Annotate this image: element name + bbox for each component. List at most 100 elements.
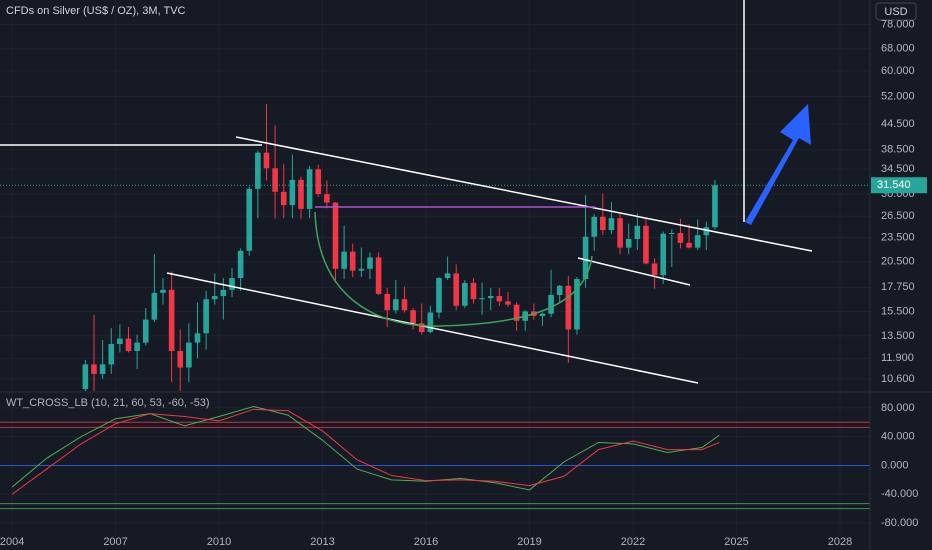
- candle-body: [643, 225, 649, 264]
- x-tick-label: 2010: [207, 536, 231, 548]
- candle-body: [686, 242, 692, 248]
- candle-body: [168, 289, 175, 352]
- y-tick-label: 11.900: [881, 352, 914, 364]
- candle-body: [341, 251, 347, 269]
- y-tick-label: 10.600: [881, 373, 915, 385]
- y-tick-label: 78.000: [881, 18, 915, 30]
- candle-body: [565, 285, 572, 330]
- y-tick-label: 0.000: [881, 459, 909, 471]
- x-tick-label: 2004: [0, 536, 24, 548]
- x-tick-label: 2022: [621, 536, 645, 548]
- cup-arc: [314, 211, 593, 327]
- marks: [0, 104, 870, 510]
- candle-body: [651, 263, 658, 276]
- candle-body: [151, 292, 158, 320]
- indicator-line: [11, 405, 720, 491]
- candle-body: [229, 278, 235, 290]
- candle-body: [91, 364, 97, 374]
- indicator-line: [11, 408, 720, 495]
- candle-body: [669, 233, 675, 235]
- candle-body: [427, 312, 434, 333]
- candle-body: [108, 343, 115, 365]
- candle-body: [591, 216, 598, 237]
- candle-body: [660, 233, 666, 276]
- candle-body: [384, 293, 391, 311]
- candle-body: [470, 282, 477, 300]
- currency[interactable]: USD: [884, 6, 907, 18]
- candle-body: [574, 279, 580, 330]
- candle-body: [134, 342, 140, 352]
- y-tick-label: 13.500: [881, 330, 915, 342]
- candle-body: [82, 364, 89, 390]
- candle-body: [99, 364, 106, 374]
- candle-body: [513, 304, 520, 321]
- price-pane: [0, 104, 870, 391]
- y-tick-label: 34.500: [881, 163, 915, 175]
- y-tick-label: 68.000: [881, 43, 915, 55]
- candle-body: [177, 351, 184, 368]
- candle-body: [444, 273, 451, 279]
- candle-body: [600, 216, 606, 231]
- candle-body: [203, 299, 209, 334]
- candle-body: [496, 296, 503, 302]
- candle-body: [220, 289, 227, 297]
- candle-body: [556, 285, 563, 295]
- candle-body: [298, 179, 304, 209]
- candle-body: [677, 233, 684, 243]
- candle-body: [255, 152, 261, 189]
- candle-body: [367, 257, 373, 269]
- candle-body: [712, 185, 718, 228]
- last-price-box: [871, 177, 927, 194]
- candle-body: [548, 294, 554, 314]
- candle-body: [315, 169, 322, 195]
- candle-body: [582, 236, 589, 280]
- candle-body: [375, 257, 382, 294]
- candle-body: [306, 169, 313, 209]
- y-tick-label: 52.000: [881, 90, 915, 102]
- candle-body: [160, 289, 166, 293]
- candle-body: [246, 188, 253, 251]
- candle-body: [539, 313, 546, 317]
- candle-body: [186, 342, 192, 368]
- y-tick-label: 40.000: [881, 431, 915, 443]
- x-tick-label: 2007: [103, 536, 127, 548]
- candle-body: [289, 179, 296, 206]
- drawings: [0, 0, 813, 384]
- candle-body: [608, 218, 615, 231]
- candle-body: [694, 235, 701, 248]
- candle-body: [625, 238, 632, 248]
- y-tick-label: 17.750: [881, 281, 915, 293]
- candle-body: [703, 227, 710, 236]
- trendline: [577, 257, 691, 286]
- x-tick-label: 2019: [517, 536, 541, 548]
- candle-body: [358, 268, 365, 271]
- currency-button[interactable]: [875, 2, 917, 21]
- y-tick-label: 80.000: [881, 402, 915, 414]
- candle-body: [272, 168, 278, 192]
- y-tick-label: 38.500: [881, 144, 915, 156]
- y-tick-label: 23.500: [881, 231, 915, 243]
- candle-body: [436, 278, 442, 313]
- candle-body: [211, 296, 218, 300]
- y-tick-label: 20.500: [881, 256, 915, 268]
- candle-body: [401, 299, 408, 311]
- arrow: [745, 104, 811, 225]
- trendline: [166, 272, 699, 384]
- candle-body: [125, 338, 132, 352]
- candle-body: [349, 251, 356, 271]
- y-tick-label: 26.500: [881, 210, 915, 222]
- candle-body: [462, 282, 468, 306]
- trendline: [235, 136, 813, 252]
- candle-body: [410, 310, 416, 324]
- candle-body: [142, 319, 149, 343]
- y-tick-label: 15.500: [881, 305, 915, 317]
- candle-body: [280, 191, 287, 206]
- candle-body: [263, 152, 270, 169]
- candle-body: [634, 225, 641, 239]
- axis-labels: 2004 2007 2010 2013 2016 2019 2022 2025 2028 78.0…: [0, 18, 927, 548]
- candle-body: [479, 298, 485, 300]
- candle-body: [505, 301, 511, 305]
- candle-body: [393, 299, 399, 311]
- candle-body: [117, 338, 123, 344]
